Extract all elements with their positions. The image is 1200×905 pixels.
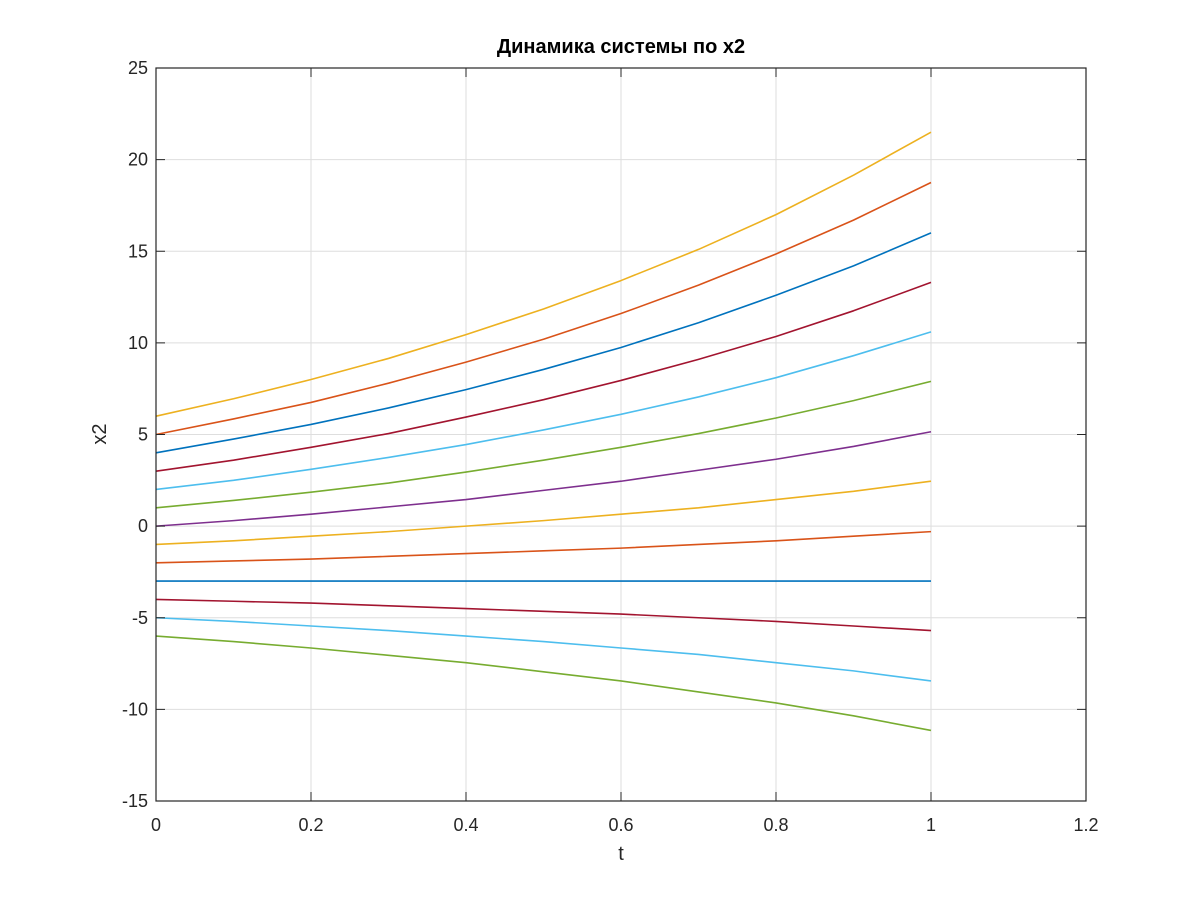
x-tick-label: 0 [151,815,161,835]
series-line-11 [155,598,932,632]
x-axis-label: t [618,843,624,865]
x-tick-label: 1.2 [1073,815,1098,835]
series-line-4 [155,281,932,472]
x-tick-label: 1 [926,815,936,835]
y-tick-label: 10 [128,333,148,353]
x-tick-label: 0.4 [453,815,478,835]
series-line-3 [155,232,932,454]
y-tick-label: 15 [128,241,148,261]
y-axis-label: x2 [89,423,111,444]
y-tick-label: 20 [128,150,148,170]
chart-title: Динамика системы по x2 [497,36,745,58]
grid-lines [156,68,1086,801]
series-line-2 [155,181,932,436]
series-line-7 [155,430,932,527]
y-tick-label: 25 [128,58,148,78]
x-tick-label: 0.8 [763,815,788,835]
series-line-6 [155,380,932,509]
series-line-13 [155,635,932,732]
y-tick-label: -10 [122,699,148,719]
x-tick-label: 0.2 [298,815,323,835]
x-tick-labels: 0 0.2 0.4 0.6 0.8 1 1.2 [151,815,1099,835]
series-line-1 [155,131,932,417]
y-tick-label: -15 [122,791,148,811]
y-tick-labels: -15 -10 -5 0 5 10 15 20 25 [122,58,148,811]
y-tick-label: 5 [138,425,148,445]
series-line-8 [155,480,932,546]
series-line-12 [155,616,932,682]
axis-ticks [155,67,1087,802]
series-line-5 [155,331,932,491]
x-tick-label: 0.6 [608,815,633,835]
y-tick-label: 0 [138,516,148,536]
series-line-9 [155,530,932,564]
series-lines [155,131,932,732]
y-tick-label: -5 [132,608,148,628]
